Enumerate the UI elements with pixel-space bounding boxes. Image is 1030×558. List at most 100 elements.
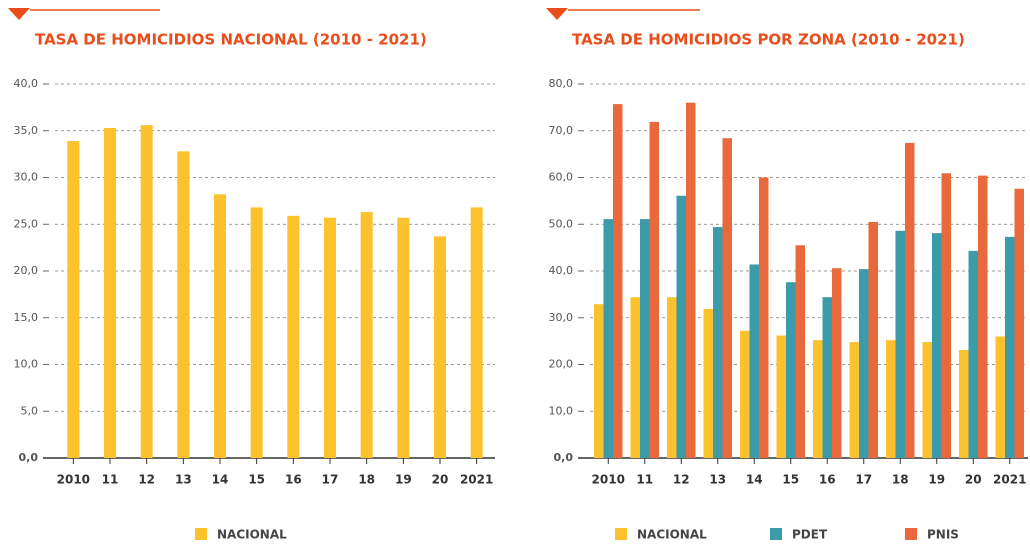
bar: [713, 227, 723, 458]
x-tick-label: 16: [819, 473, 836, 487]
x-tick-label: 18: [892, 473, 909, 487]
y-tick-label: 10,0: [14, 358, 39, 371]
bar: [922, 342, 932, 458]
bar: [613, 104, 623, 458]
x-tick-label: 15: [248, 473, 265, 487]
bar: [822, 297, 832, 458]
bar: [360, 212, 373, 458]
x-tick-label: 2010: [57, 473, 90, 487]
bar: [959, 350, 969, 458]
bar: [470, 207, 483, 458]
x-tick-label: 19: [928, 473, 945, 487]
bar: [749, 264, 759, 458]
x-tick-label: 13: [709, 473, 726, 487]
bar: [786, 282, 796, 458]
x-tick-label: 2021: [460, 473, 493, 487]
x-tick-label: 17: [322, 473, 339, 487]
bar: [676, 195, 686, 459]
bar: [905, 142, 915, 458]
bar: [968, 250, 978, 458]
x-tick-label: 14: [746, 473, 763, 487]
x-tick-label: 14: [212, 473, 229, 487]
bar: [686, 102, 696, 458]
x-tick-label: 2021: [993, 473, 1026, 487]
bar: [776, 335, 786, 458]
y-tick-label: 30,0: [14, 171, 39, 184]
bar: [594, 304, 604, 458]
bar: [886, 340, 896, 458]
y-tick-label: 0,0: [19, 451, 39, 464]
title-marker: [8, 8, 30, 20]
bar: [859, 269, 869, 458]
y-tick-label: 35,0: [14, 124, 39, 137]
legend-swatch: [195, 528, 207, 540]
bar: [649, 121, 659, 459]
bar: [434, 236, 446, 458]
bar: [177, 151, 190, 458]
bar: [324, 217, 336, 458]
x-tick-label: 11: [102, 473, 119, 487]
bar: [703, 308, 713, 458]
bar: [667, 297, 677, 458]
y-tick-label: 20,0: [549, 358, 574, 371]
bar: [740, 330, 750, 458]
bar: [640, 219, 650, 458]
bar: [630, 297, 640, 458]
x-tick-label: 12: [673, 473, 690, 487]
bar: [832, 268, 842, 458]
bar: [1005, 236, 1015, 458]
bar: [397, 217, 410, 458]
bar: [603, 219, 613, 458]
y-tick-label: 10,0: [549, 404, 574, 417]
bar: [287, 215, 300, 458]
bar: [722, 138, 732, 459]
chart-title: TASA DE HOMICIDIOS NACIONAL (2010 - 2021…: [35, 31, 427, 49]
bar: [978, 175, 988, 458]
title-marker: [546, 8, 568, 20]
bar: [932, 233, 942, 458]
bar: [795, 245, 805, 458]
bar: [895, 230, 905, 458]
y-tick-label: 60,0: [549, 171, 574, 184]
legend-label: NACIONAL: [217, 528, 287, 542]
y-tick-label: 40,0: [549, 264, 574, 277]
x-tick-label: 13: [175, 473, 192, 487]
legend-label: NACIONAL: [637, 528, 707, 542]
bar: [759, 177, 769, 458]
x-tick-label: 12: [138, 473, 155, 487]
bar: [104, 127, 116, 458]
bar: [250, 207, 263, 458]
bar: [849, 342, 859, 458]
x-tick-label: 20: [432, 473, 449, 487]
bar: [995, 336, 1005, 458]
chart-title: TASA DE HOMICIDIOS POR ZONA (2010 - 2021…: [572, 31, 965, 49]
bar: [941, 173, 951, 459]
y-tick-label: 15,0: [14, 311, 39, 324]
bar: [868, 221, 878, 458]
bar: [140, 125, 153, 458]
x-tick-label: 16: [285, 473, 302, 487]
y-tick-label: 0,0: [554, 451, 574, 464]
bar: [67, 141, 80, 458]
y-tick-label: 70,0: [549, 124, 574, 137]
y-tick-label: 50,0: [549, 217, 574, 230]
x-tick-label: 18: [358, 473, 375, 487]
legend-label: PNIS: [927, 528, 959, 542]
y-tick-label: 20,0: [14, 264, 39, 277]
y-tick-label: 5,0: [21, 404, 39, 417]
x-tick-label: 20: [965, 473, 982, 487]
y-tick-label: 30,0: [549, 311, 574, 324]
legend-label: PDET: [792, 528, 828, 542]
y-tick-label: 40,0: [14, 77, 39, 90]
y-tick-label: 25,0: [14, 217, 39, 230]
x-tick-label: 19: [395, 473, 412, 487]
bar: [214, 194, 226, 458]
legend-swatch: [615, 528, 627, 540]
bar: [1014, 188, 1024, 458]
x-tick-label: 15: [782, 473, 799, 487]
legend-swatch: [770, 528, 782, 540]
bar: [813, 340, 823, 458]
x-tick-label: 17: [855, 473, 872, 487]
y-tick-label: 80,0: [549, 77, 574, 90]
